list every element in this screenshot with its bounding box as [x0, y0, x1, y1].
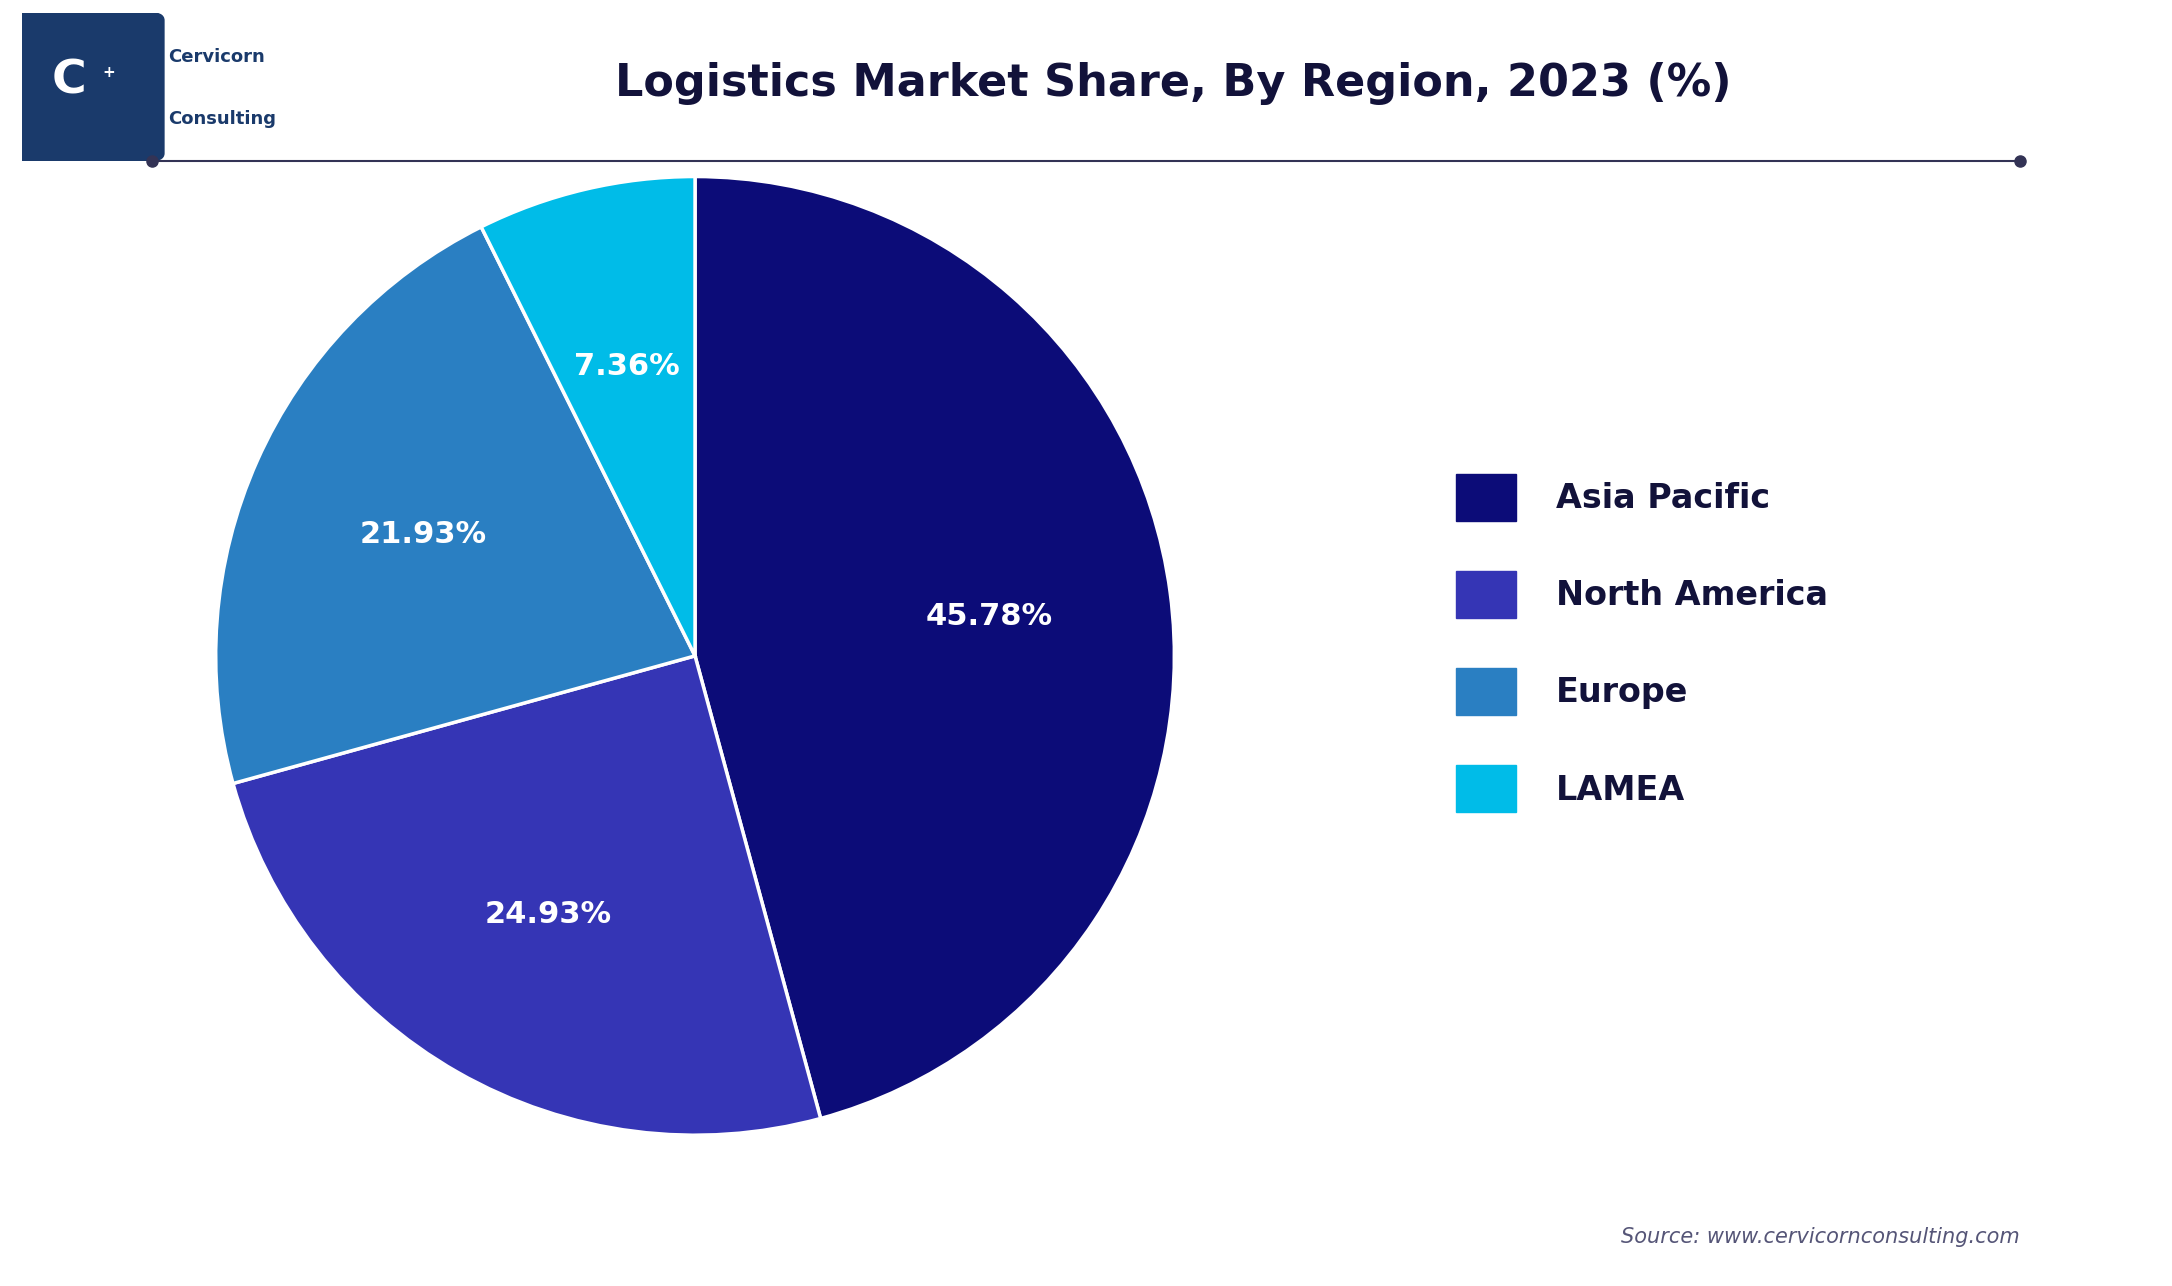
- Text: C: C: [52, 58, 87, 103]
- Text: 7.36%: 7.36%: [573, 352, 680, 381]
- Text: Cervicorn: Cervicorn: [167, 49, 265, 66]
- Wedge shape: [695, 176, 1175, 1119]
- Text: Source: www.cervicornconsulting.com: Source: www.cervicornconsulting.com: [1620, 1227, 2020, 1247]
- Text: 21.93%: 21.93%: [361, 521, 487, 549]
- Text: Consulting: Consulting: [167, 111, 276, 129]
- Text: 45.78%: 45.78%: [925, 602, 1053, 631]
- Legend: Asia Pacific, North America, Europe, LAMEA: Asia Pacific, North America, Europe, LAM…: [1423, 440, 1861, 846]
- Wedge shape: [232, 656, 821, 1136]
- Text: +: +: [102, 64, 115, 80]
- FancyBboxPatch shape: [7, 12, 165, 162]
- Wedge shape: [215, 226, 695, 783]
- Text: 24.93%: 24.93%: [484, 899, 613, 928]
- Wedge shape: [482, 176, 695, 656]
- Text: Logistics Market Share, By Region, 2023 (%): Logistics Market Share, By Region, 2023 …: [615, 62, 1731, 105]
